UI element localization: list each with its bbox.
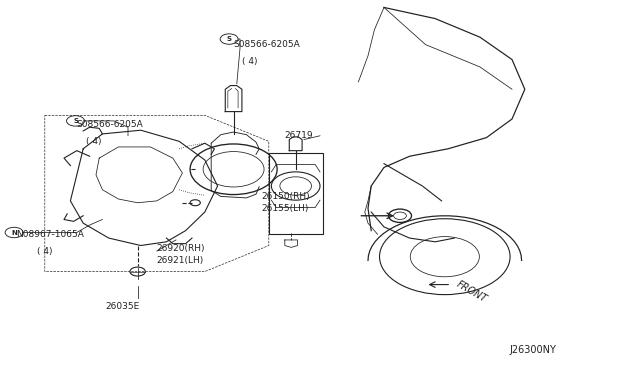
Bar [269,153,323,234]
Text: J26300NY: J26300NY [510,345,557,355]
Text: N08967-1065A: N08967-1065A [16,230,84,239]
Text: S: S [227,36,232,42]
Text: 26150(RH)
26155(LH): 26150(RH) 26155(LH) [261,192,310,213]
Text: N: N [11,230,17,235]
Text: ( 4): ( 4) [242,57,257,66]
Text: ( 4): ( 4) [37,247,52,256]
Text: FRONT: FRONT [454,279,488,305]
Text: ( 4): ( 4) [86,137,102,146]
Text: 26719: 26719 [285,131,314,140]
Text: 26035E: 26035E [106,302,140,311]
Text: 26920(RH)
26921(LH): 26920(RH) 26921(LH) [157,244,205,265]
Text: S08566-6205A: S08566-6205A [234,40,300,49]
Text: S: S [73,118,78,124]
Text: S08566-6205A: S08566-6205A [77,120,143,129]
